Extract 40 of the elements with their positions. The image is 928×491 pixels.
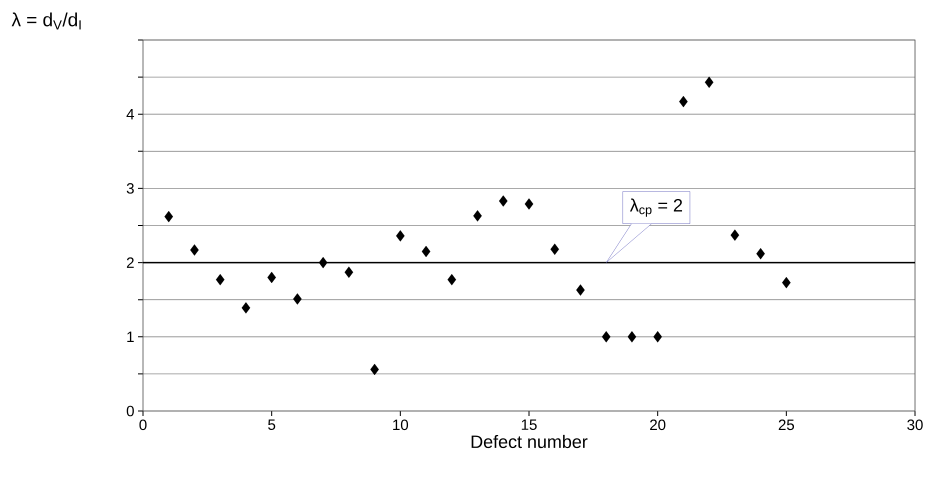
point bbox=[602, 331, 611, 342]
point bbox=[730, 229, 740, 241]
point bbox=[447, 274, 456, 286]
point bbox=[318, 256, 328, 268]
x-axis-title: Defect number bbox=[472, 434, 588, 448]
y-axis-title: λ = d$_{V}$/d$_{I}$ bbox=[12, 12, 81, 30]
point bbox=[679, 96, 688, 108]
x-tick-label: 5 bbox=[268, 420, 276, 430]
point bbox=[550, 244, 560, 255]
x-tick-label: 25 bbox=[778, 420, 794, 430]
point bbox=[473, 210, 482, 222]
ref-line-label: λ$_{cp}$ = 2 bbox=[630, 198, 682, 217]
y-tick-label: 4 bbox=[126, 109, 134, 120]
y-tick-label: 3 bbox=[126, 183, 134, 194]
x-tick-label: 30 bbox=[907, 420, 923, 430]
x-tick-label: 0 bbox=[139, 420, 147, 430]
point bbox=[216, 274, 225, 286]
point bbox=[164, 210, 174, 222]
point bbox=[704, 76, 714, 88]
point bbox=[422, 246, 430, 258]
point bbox=[782, 276, 791, 288]
x-tick-label: 15 bbox=[522, 420, 537, 430]
y-tick-label: 1 bbox=[127, 332, 134, 342]
point bbox=[524, 198, 534, 210]
point bbox=[576, 284, 585, 296]
x-tick-label: 10 bbox=[393, 420, 408, 430]
y-tick-label: 0 bbox=[126, 406, 134, 416]
y-tick-label: 2 bbox=[126, 257, 134, 268]
point bbox=[653, 331, 662, 342]
point bbox=[293, 293, 302, 305]
x-tick-label: 20 bbox=[650, 420, 666, 430]
point bbox=[344, 266, 354, 278]
point bbox=[498, 195, 508, 207]
point bbox=[267, 272, 276, 284]
point bbox=[242, 302, 250, 314]
point bbox=[370, 364, 379, 376]
point bbox=[756, 248, 765, 260]
point bbox=[628, 331, 636, 342]
point bbox=[396, 230, 405, 242]
point bbox=[190, 244, 199, 256]
